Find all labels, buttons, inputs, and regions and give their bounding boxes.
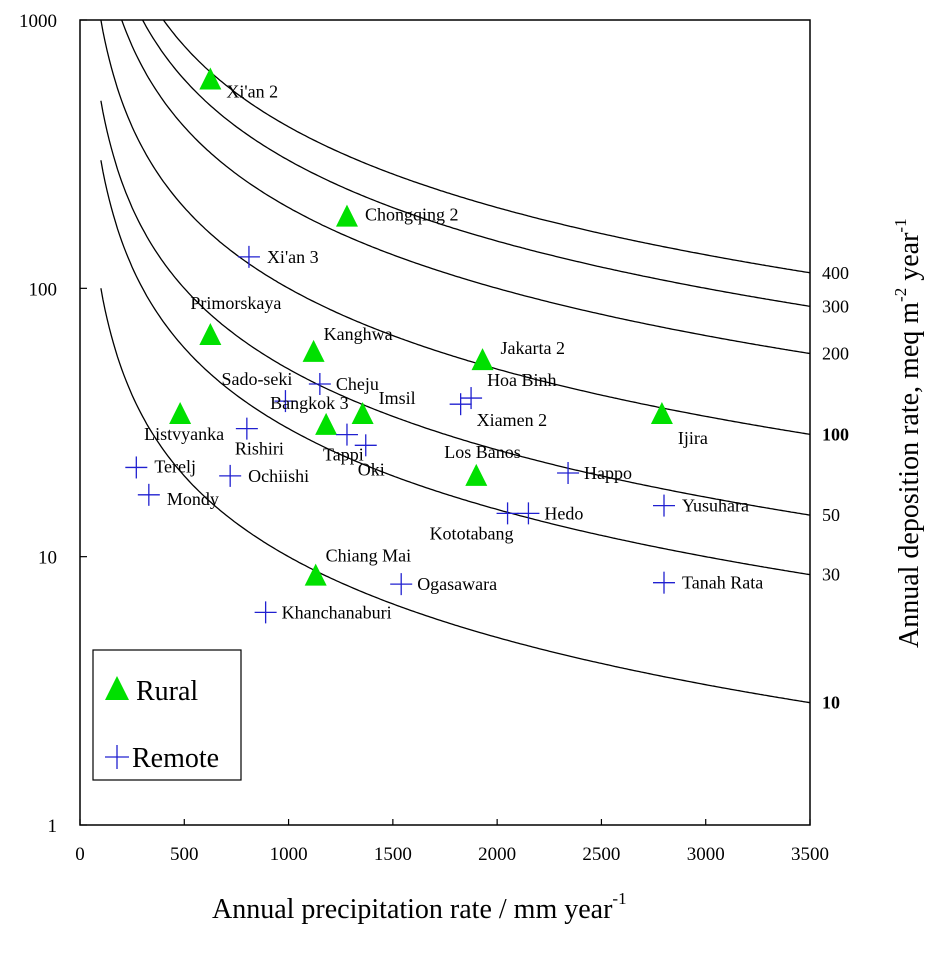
- x-tick-label-3000: 3000: [687, 844, 725, 865]
- x-tick-label-1000: 1000: [270, 844, 308, 865]
- remote-point-oki: [354, 434, 377, 457]
- point-label-oki: Oki: [358, 459, 385, 479]
- point-label-chongqing-2: Chongqing 2: [365, 205, 459, 225]
- curve-labels: 10 30 50 100 200 300 400: [822, 263, 849, 713]
- rural-point-jakarta-2: [471, 348, 494, 371]
- point-label-los-banos: Los Banos: [444, 442, 521, 462]
- remote-point-terelj: [125, 456, 148, 479]
- rural-point-imsil: [351, 402, 374, 425]
- x-axis-title: Annual precipitation rate / mm year-1: [212, 889, 627, 925]
- point-label-hoa-binh: Hoa Binh: [487, 370, 556, 390]
- x-tick-label-2500: 2500: [582, 844, 620, 865]
- remote-point-xiamen-2: [449, 393, 472, 416]
- x-tick-label-2000: 2000: [478, 844, 516, 865]
- deposition-curve-10: [100, 288, 811, 704]
- y-axis: 1 10 100 1000: [19, 11, 87, 837]
- curve-label-400: 400: [822, 263, 849, 283]
- point-label-ochiishi: Ochiishi: [248, 466, 309, 486]
- y-axis-title-right: Annual deposition rate, meq m-2 year-1: [891, 218, 925, 648]
- point-label-tappi: Tappi: [323, 445, 364, 465]
- point-label-primorskaya: Primorskaya: [190, 293, 281, 313]
- remote-point-mondy: [137, 483, 160, 506]
- legend-rural-label: Rural: [136, 676, 198, 707]
- point-label-chiang-mai: Chiang Mai: [326, 546, 412, 566]
- point-label-ogasawara: Ogasawara: [417, 574, 497, 594]
- deposition-curve-30: [100, 160, 811, 576]
- point-label-xi-an-3: Xi'an 3: [267, 247, 319, 267]
- curve-label-50: 50: [822, 505, 840, 525]
- remote-point-ochiishi: [219, 464, 242, 487]
- remote-point-yusuhara: [653, 494, 675, 517]
- remote-point-ogasawara: [390, 573, 413, 596]
- deposition-curve-300: [142, 19, 811, 307]
- curve-label-10: 10: [822, 693, 840, 713]
- point-label-ijira: Ijira: [678, 428, 708, 448]
- point-label-tanah-rata: Tanah Rata: [682, 573, 763, 593]
- point-labels: Xi'an 2 Chongqing 2 Primorskaya Kanghwa Jaka…: [144, 82, 763, 623]
- legend-remote-label: Remote: [132, 743, 219, 774]
- remote-point-cheju: [308, 373, 331, 396]
- rural-point-los-banos: [465, 463, 488, 486]
- deposition-curve-400: [162, 19, 811, 274]
- curve-label-300: 300: [822, 296, 849, 316]
- legend: Rural Remote: [92, 649, 242, 781]
- remote-point-sado-seki: [274, 390, 297, 413]
- rural-point-listvyanka: [169, 402, 192, 425]
- curve-label-200: 200: [822, 344, 849, 364]
- deposition-curve-50: [100, 100, 811, 516]
- remote-point-xi-an-3: [237, 245, 260, 268]
- point-label-terelj: Terelj: [154, 456, 196, 476]
- rural-point-chiang-mai: [304, 563, 327, 586]
- x-tick-label-1500: 1500: [374, 844, 412, 865]
- point-label-mondy: Mondy: [167, 489, 219, 509]
- data-points: [125, 67, 675, 624]
- remote-point-rishiri: [235, 417, 258, 440]
- point-label-jakarta-2: Jakarta 2: [501, 338, 565, 358]
- deposition-curve-100: [100, 19, 811, 435]
- point-label-xi-an-2: Xi'an 2: [226, 82, 278, 102]
- point-label-rishiri: Rishiri: [235, 439, 284, 459]
- y-tick-label-100: 100: [29, 279, 58, 300]
- point-label-kanghwa: Kanghwa: [324, 324, 393, 344]
- rural-point-kanghwa: [302, 339, 325, 362]
- point-label-imsil: Imsil: [379, 388, 416, 408]
- x-tick-label-3500: 3500: [791, 844, 829, 865]
- x-tick-label-500: 500: [170, 844, 199, 865]
- point-label-listvyanka: Listvyanka: [144, 424, 224, 444]
- point-label-sado-seki: Sado-seki: [221, 369, 292, 389]
- remote-point-tappi: [335, 423, 358, 446]
- remote-point-hoa-binh: [460, 387, 483, 410]
- point-label-happo: Happo: [584, 463, 632, 483]
- point-label-khanchanaburi: Khanchanaburi: [282, 602, 392, 622]
- curve-label-100: 100: [822, 424, 849, 444]
- legend-box: [92, 649, 242, 781]
- remote-point-hedo: [517, 502, 540, 525]
- x-axis: 0 500 1000 1500 2000 2500 3000 3500: [75, 819, 829, 865]
- deposition-curves: [100, 19, 811, 704]
- point-label-bangkok-3: Bangkok 3: [270, 393, 349, 413]
- rural-point-ijira: [650, 402, 673, 425]
- y-tick-label-10: 10: [38, 548, 57, 569]
- point-label-yusuhara: Yusuhara: [682, 496, 749, 516]
- plot-frame: [79, 19, 811, 826]
- point-label-kototabang: Kototabang: [430, 523, 514, 543]
- rural-point-primorskaya: [199, 323, 222, 346]
- point-label-hedo: Hedo: [544, 503, 583, 523]
- y-tick-label-1000: 1000: [19, 11, 57, 32]
- remote-point-khanchanaburi: [254, 601, 277, 624]
- curve-label-30: 30: [822, 565, 840, 585]
- rural-point-bangkok-3: [315, 412, 338, 435]
- point-label-cheju: Cheju: [336, 374, 379, 394]
- legend-rural-marker: [105, 676, 129, 700]
- x-tick-label-0: 0: [75, 844, 85, 865]
- rural-point-chongqing-2: [335, 204, 358, 227]
- rural-point-xi-an-2: [199, 67, 222, 90]
- remote-point-happo: [557, 462, 580, 485]
- deposition-curve-200: [121, 19, 811, 355]
- point-label-xiamen-2: Xiamen 2: [477, 410, 547, 430]
- remote-point-tanah-rata: [653, 571, 675, 594]
- y-tick-label-1: 1: [48, 816, 58, 837]
- remote-point-kototabang: [496, 502, 519, 525]
